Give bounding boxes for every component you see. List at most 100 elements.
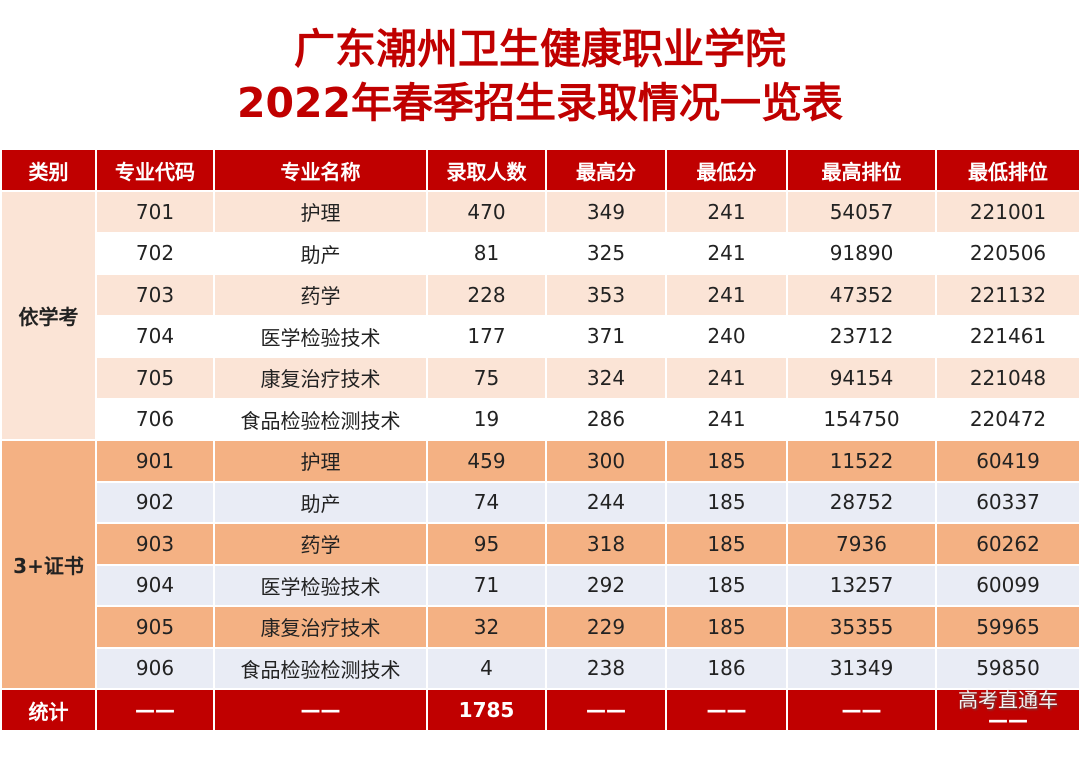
table-row: 706 食品检验检测技术 19 286 241 154750 220472: [1, 397, 1080, 441]
table-cell: 74: [426, 480, 547, 524]
table-cell: 13257: [786, 563, 937, 607]
column-header: 专业代码: [95, 148, 215, 192]
table-row: 依学考 701 护理 470 349 241 54057 221001: [0, 190, 1080, 441]
table-cell: 706: [95, 397, 215, 441]
table-cell: 19: [426, 397, 547, 441]
table-cell: 241: [665, 356, 788, 400]
table-cell: 220506: [935, 231, 1080, 275]
table-cell: 901: [95, 439, 215, 483]
table-cell: 医学检验技术: [213, 563, 428, 607]
table-cell: 240: [665, 314, 788, 358]
table-row: 905 康复治疗技术 32 229 185 35355 59965: [1, 605, 1080, 649]
table-cell: 325: [545, 231, 667, 275]
table-cell: 185: [665, 480, 788, 524]
category-cell: 依学考: [0, 190, 97, 441]
table-cell: 康复治疗技术: [213, 356, 428, 400]
table-cell: 177: [426, 314, 547, 358]
table-cell: 292: [545, 563, 667, 607]
table-row: 705 康复治疗技术 75 324 241 94154 221048: [1, 356, 1080, 400]
admission-table: 类别 专业代码 专业名称 录取人数 最高分 最低分 最高排位 最低排位 依学考 701 护理 470…: [0, 148, 1080, 732]
table-cell: 702: [95, 231, 215, 275]
table-cell: 94154: [786, 356, 937, 400]
footer-cell: ——: [213, 688, 428, 732]
table-cell: 241: [665, 273, 788, 317]
column-header: 类别: [0, 148, 97, 192]
table-cell: 71: [426, 563, 547, 607]
table-cell: 371: [545, 314, 667, 358]
table-cell: 助产: [213, 480, 428, 524]
table-cell: 185: [665, 522, 788, 566]
table-cell: 704: [95, 314, 215, 358]
table-cell: 241: [665, 231, 788, 275]
table-cell: 318: [545, 522, 667, 566]
column-header: 录取人数: [426, 148, 547, 192]
table-cell: 221001: [935, 190, 1080, 234]
table-cell: 300: [545, 439, 667, 483]
table-cell: 医学检验技术: [213, 314, 428, 358]
table-row: 906 食品检验检测技术 4 238 186 31349 59850: [1, 646, 1080, 690]
table-cell: 54057: [786, 190, 937, 234]
table-cell: 助产: [213, 231, 428, 275]
table-cell: 4: [426, 646, 547, 690]
watermark: 高考直通车: [958, 688, 1058, 712]
table-row: 702 助产 81 325 241 91890 220506: [1, 231, 1080, 275]
table-cell: 59965: [935, 605, 1080, 649]
table-cell: 286: [545, 397, 667, 441]
table-cell: 32: [426, 605, 547, 649]
column-header: 最低分: [665, 148, 788, 192]
table-cell: 60262: [935, 522, 1080, 566]
footer-cell: ——: [95, 688, 215, 732]
table-cell: 食品检验检测技术: [213, 646, 428, 690]
table-row: 3+证书 901 护理 459 300 185 11522 60419: [0, 439, 1080, 690]
table-cell: 703: [95, 273, 215, 317]
table-cell: 185: [665, 563, 788, 607]
table-cell: 47352: [786, 273, 937, 317]
table-cell: 60337: [935, 480, 1080, 524]
table-cell: 31349: [786, 646, 937, 690]
table-cell: 229: [545, 605, 667, 649]
table-row: 704 医学检验技术 177 371 240 23712 221461: [1, 314, 1080, 358]
table-row: 904 医学检验技术 71 292 185 13257 60099: [1, 563, 1080, 607]
table-cell: 11522: [786, 439, 937, 483]
table-row: 902 助产 74 244 185 28752 60337: [1, 480, 1080, 524]
table-cell: 228: [426, 273, 547, 317]
footer-cell: ——: [545, 688, 667, 732]
table-row: 903 药学 95 318 185 7936 60262: [1, 522, 1080, 566]
title-line-1: 广东潮州卫生健康职业学院: [294, 25, 786, 73]
table-cell: 244: [545, 480, 667, 524]
title-line-2: 2022年春季招生录取情况一览表: [236, 79, 844, 127]
table-cell: 903: [95, 522, 215, 566]
column-header: 专业名称: [213, 148, 428, 192]
table-cell: 药学: [213, 522, 428, 566]
column-header: 最低排位: [935, 148, 1080, 192]
table-cell: 349: [545, 190, 667, 234]
table-cell: 95: [426, 522, 547, 566]
footer-cell-value: ——: [988, 708, 1028, 732]
table-cell: 护理: [213, 190, 428, 234]
table-cell: 906: [95, 646, 215, 690]
table-cell: 241: [665, 397, 788, 441]
table-cell: 康复治疗技术: [213, 605, 428, 649]
table-cell: 154750: [786, 397, 937, 441]
table-cell: 904: [95, 563, 215, 607]
footer-cell: 统计: [0, 688, 97, 732]
table-cell: 221048: [935, 356, 1080, 400]
footer-cell: ——: [786, 688, 937, 732]
footer-cell: 高考直通车 ——: [935, 688, 1080, 732]
table-cell: 23712: [786, 314, 937, 358]
table-cell: 185: [665, 439, 788, 483]
table-cell: 186: [665, 646, 788, 690]
table-cell: 353: [545, 273, 667, 317]
table-cell: 905: [95, 605, 215, 649]
table-cell: 91890: [786, 231, 937, 275]
table-cell: 7936: [786, 522, 937, 566]
table-cell: 药学: [213, 273, 428, 317]
table-cell: 75: [426, 356, 547, 400]
table-cell: 60419: [935, 439, 1080, 483]
table-cell: 902: [95, 480, 215, 524]
table-cell: 470: [426, 190, 547, 234]
column-header: 最高排位: [786, 148, 937, 192]
table-cell: 220472: [935, 397, 1080, 441]
table-cell: 701: [95, 190, 215, 234]
table-cell: 81: [426, 231, 547, 275]
